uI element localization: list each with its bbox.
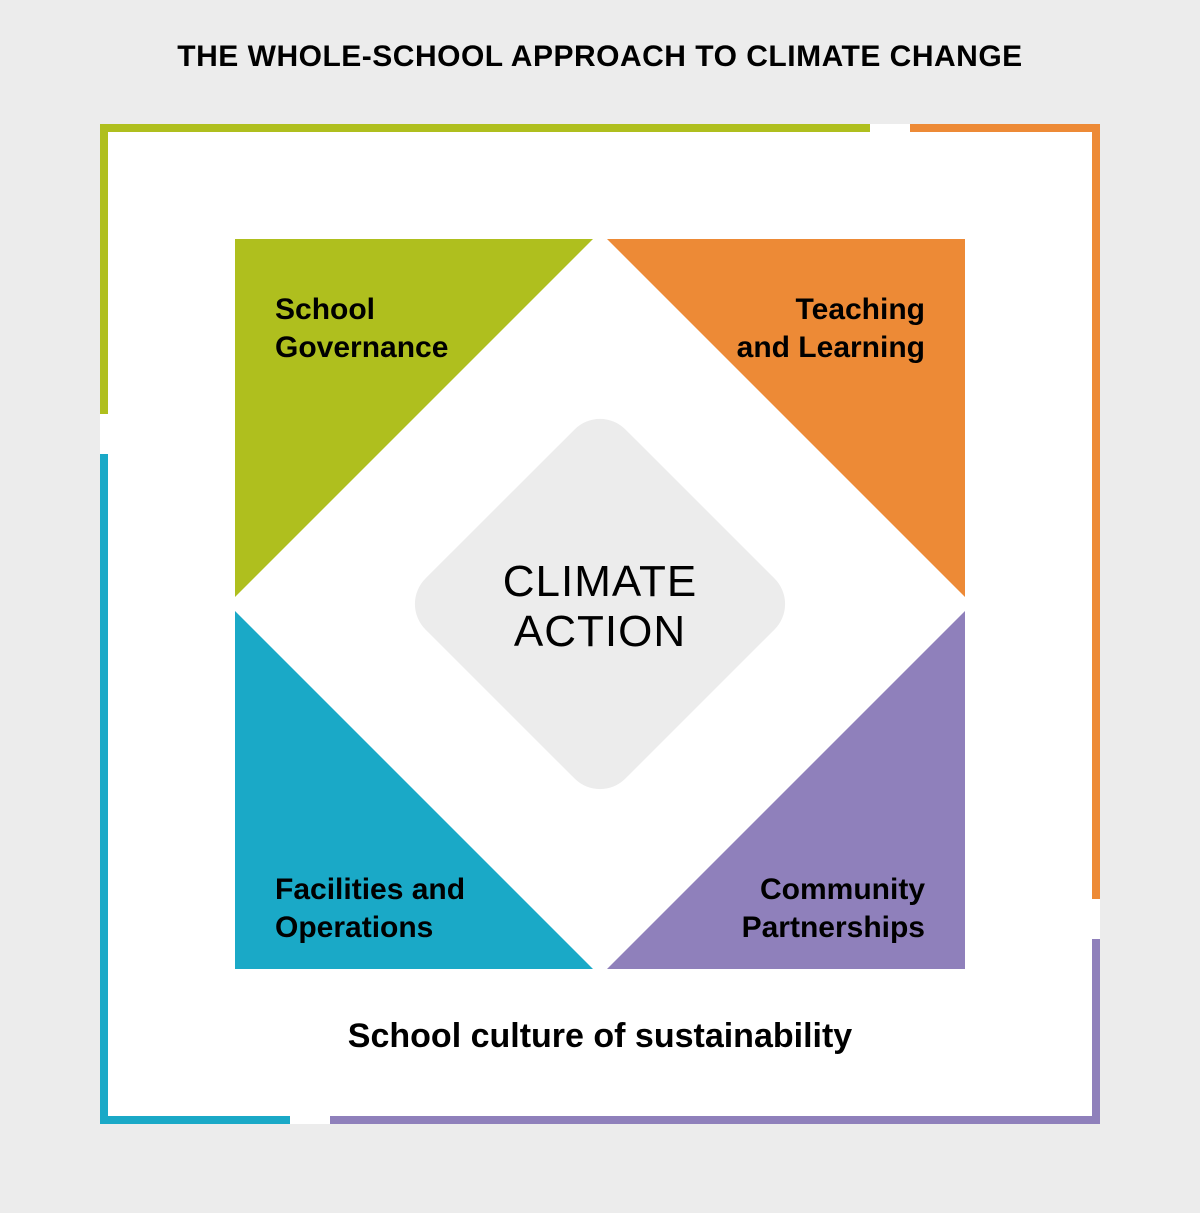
label-school-governance-1: School bbox=[275, 293, 375, 326]
label-school-governance-2: Governance bbox=[275, 331, 448, 364]
label-facilities-operations-1: Facilities and bbox=[275, 873, 465, 906]
label-community-partnerships-1: Community bbox=[760, 873, 925, 906]
label-community-partnerships-2: Partnerships bbox=[742, 911, 925, 944]
label-teaching-learning-1: Teaching bbox=[796, 293, 925, 326]
climate-action-diagram: School Governance Teaching and Learning Faci… bbox=[100, 124, 1100, 1124]
label-facilities-operations-2: Operations bbox=[275, 911, 433, 944]
label-teaching-learning-2: and Learning bbox=[737, 331, 925, 364]
center-label-1: CLIMATE bbox=[503, 557, 697, 606]
bottom-caption: School culture of sustainability bbox=[348, 1017, 852, 1055]
page-title: THE WHOLE-SCHOOL APPROACH TO CLIMATE CHA… bbox=[60, 40, 1140, 74]
center-label-2: ACTION bbox=[514, 607, 686, 656]
